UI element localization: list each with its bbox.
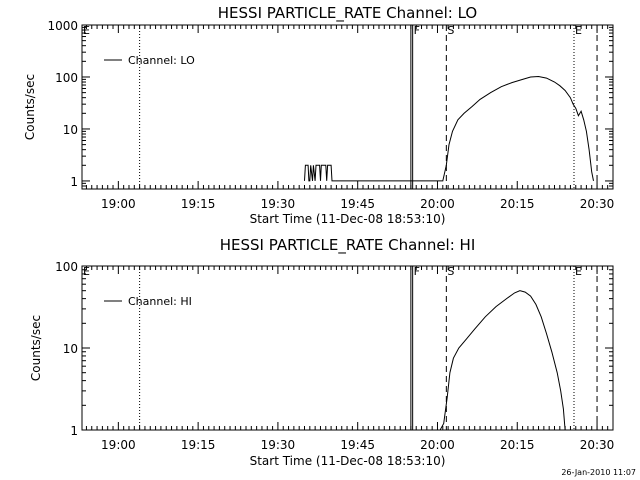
lo-y-tick-label: 1000 [47,19,78,33]
lo-x-tick-label: 20:30 [580,197,615,211]
lo-x-tick-label: 19:00 [101,197,136,211]
hi-y-tick-label: 1 [70,424,78,438]
lo-channel-panel: HESSI PARTICLE_RATE Channel: LO 19:00 19:1… [23,4,614,226]
hi-x-tick-label: 20:15 [500,438,535,452]
hi-x-tick-label: 19:00 [101,438,136,452]
lo-flag-s: S [447,24,454,37]
hi-x-axis-label: Start Time (11-Dec-08 18:53:10) [250,454,446,468]
hi-y-axis-label: Counts/sec [29,315,43,381]
hi-x-tick-label: 19:30 [261,438,296,452]
hi-series-line [439,290,566,431]
lo-flag-e: E [83,24,90,37]
hi-y-tick-label: 100 [55,260,78,274]
hi-legend-label: Channel: HI [128,295,192,308]
lo-flag-f: F [414,24,420,37]
hi-flag-e: E [575,265,582,278]
lo-y-tick-label: 1 [70,175,78,189]
hi-flag-e: E [83,265,90,278]
hi-x-tick-label: 20:30 [580,438,615,452]
hi-x-tick-label: 20:00 [420,438,455,452]
hi-x-tick-label: 19:45 [340,438,375,452]
hi-plot-frame [81,265,614,431]
lo-x-tick-label: 19:45 [340,197,375,211]
lo-y-tick-label: 10 [63,123,78,137]
lo-y-tick-label: 100 [55,71,78,85]
lo-series-line [304,75,594,182]
footer-timestamp: 26-Jan-2010 11:07 [561,468,636,477]
hi-chart-title: HESSI PARTICLE_RATE Channel: HI [220,236,476,255]
lo-x-tick-label: 19:30 [261,197,296,211]
hi-flag-s: S [447,265,454,278]
hi-flag-f: F [414,265,420,278]
hi-x-tick-label: 19:15 [181,438,216,452]
lo-legend-label: Channel: LO [128,54,195,67]
hi-channel-panel: HESSI PARTICLE_RATE Channel: HI 19:00 19:1… [29,236,614,468]
lo-plot-frame [81,24,614,190]
lo-x-tick-label: 19:15 [181,197,216,211]
lo-x-axis-label: Start Time (11-Dec-08 18:53:10) [250,212,446,226]
lo-x-tick-label: 20:15 [500,197,535,211]
hi-y-tick-label: 10 [63,342,78,356]
lo-x-tick-label: 20:00 [420,197,455,211]
lo-y-axis-label: Counts/sec [23,74,37,140]
lo-flag-e: E [575,24,582,37]
lo-chart-title: HESSI PARTICLE_RATE Channel: LO [218,4,477,23]
